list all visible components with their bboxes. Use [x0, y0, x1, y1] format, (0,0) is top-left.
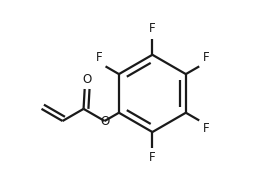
Text: F: F [203, 122, 209, 135]
Text: F: F [203, 51, 209, 64]
Text: F: F [149, 151, 156, 164]
Text: O: O [83, 73, 92, 86]
Text: F: F [149, 22, 156, 35]
Text: F: F [96, 51, 102, 64]
Text: O: O [100, 114, 109, 127]
